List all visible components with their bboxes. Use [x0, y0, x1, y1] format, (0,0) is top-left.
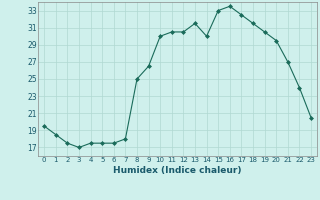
X-axis label: Humidex (Indice chaleur): Humidex (Indice chaleur) — [113, 166, 242, 175]
